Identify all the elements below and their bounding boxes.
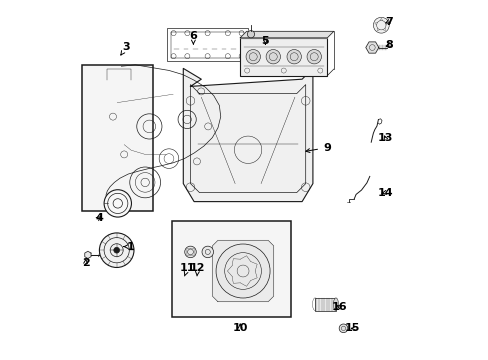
- Text: 1: 1: [123, 242, 134, 252]
- Bar: [81, 65, 152, 211]
- Circle shape: [104, 190, 131, 217]
- Circle shape: [373, 17, 388, 33]
- Text: 2: 2: [81, 258, 89, 268]
- Circle shape: [202, 246, 213, 258]
- Text: 7: 7: [384, 17, 392, 27]
- Bar: [167, 28, 247, 61]
- Circle shape: [216, 244, 269, 298]
- Polygon shape: [212, 240, 273, 302]
- Text: 12: 12: [189, 263, 205, 276]
- Circle shape: [286, 49, 301, 64]
- Circle shape: [245, 49, 260, 64]
- Bar: [240, 38, 326, 76]
- Text: 13: 13: [377, 132, 392, 143]
- Circle shape: [306, 49, 321, 64]
- Circle shape: [339, 324, 347, 333]
- Polygon shape: [240, 31, 333, 38]
- Text: 6: 6: [189, 31, 197, 44]
- Circle shape: [114, 247, 120, 253]
- Text: 9: 9: [305, 143, 330, 153]
- Text: 11: 11: [179, 263, 195, 276]
- Circle shape: [247, 31, 254, 38]
- Bar: [314, 298, 335, 310]
- Ellipse shape: [333, 298, 338, 310]
- Text: 15: 15: [344, 323, 359, 333]
- Bar: [171, 221, 290, 317]
- Text: 14: 14: [376, 188, 392, 198]
- Text: 3: 3: [121, 42, 130, 55]
- Bar: [171, 32, 244, 58]
- Polygon shape: [183, 68, 312, 202]
- Polygon shape: [365, 42, 378, 53]
- Text: 16: 16: [331, 302, 346, 312]
- Polygon shape: [84, 251, 91, 258]
- Text: 4: 4: [95, 213, 103, 223]
- Text: 8: 8: [384, 40, 392, 50]
- Circle shape: [184, 246, 196, 258]
- Circle shape: [265, 49, 280, 64]
- Circle shape: [99, 233, 134, 267]
- Text: 10: 10: [232, 323, 247, 333]
- Text: 5: 5: [261, 36, 268, 46]
